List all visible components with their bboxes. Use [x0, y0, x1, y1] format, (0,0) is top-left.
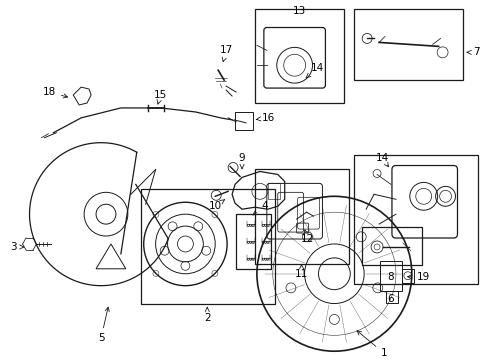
Text: 13: 13 [292, 6, 305, 15]
Bar [353, 9, 463, 80]
Text: 17: 17 [219, 45, 232, 62]
Bar [267, 183, 279, 199]
Bar [254, 170, 348, 264]
Bar [379, 261, 401, 291]
Text: 4: 4 [252, 201, 267, 215]
Text: 9: 9 [238, 153, 245, 168]
Text: 5: 5 [98, 307, 109, 343]
Text: 3: 3 [10, 242, 24, 252]
Text: 2: 2 [203, 307, 210, 323]
Text: 1: 1 [356, 331, 386, 358]
Text: 10: 10 [208, 199, 224, 211]
Text: 7: 7 [466, 47, 479, 57]
Bar [401, 269, 413, 283]
Text: 11: 11 [294, 265, 307, 279]
Text: 16: 16 [256, 113, 275, 123]
Text: 14: 14 [305, 63, 324, 78]
Bar [235, 112, 252, 130]
Text: 12: 12 [300, 230, 313, 244]
Text: 15: 15 [154, 90, 167, 104]
Bar [236, 214, 270, 269]
Bar [254, 9, 344, 103]
Bar [362, 227, 421, 265]
Text: 18: 18 [42, 87, 67, 98]
Text: 19: 19 [407, 272, 429, 282]
Text: 6: 6 [387, 293, 393, 303]
Text: 8: 8 [387, 272, 393, 282]
Text: 14: 14 [375, 153, 388, 167]
Bar [353, 154, 477, 284]
Bar [385, 291, 397, 302]
Bar [141, 189, 274, 303]
